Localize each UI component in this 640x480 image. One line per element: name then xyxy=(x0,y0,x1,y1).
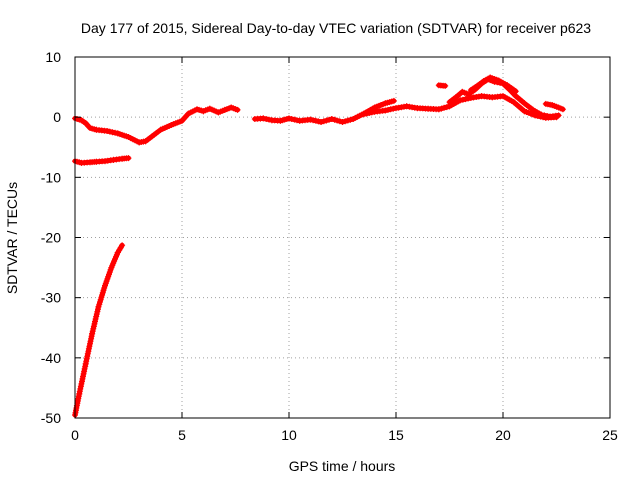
data-point xyxy=(443,104,450,111)
data-point xyxy=(266,116,272,123)
data-point xyxy=(344,117,351,124)
y-tick-label: -40 xyxy=(41,350,61,366)
data-point xyxy=(390,97,397,104)
data-point xyxy=(106,128,113,135)
data-segment xyxy=(72,155,132,166)
data-segment xyxy=(72,104,241,146)
data-point xyxy=(312,117,319,124)
ticks xyxy=(74,56,611,419)
data-series xyxy=(72,74,566,418)
data-point xyxy=(125,155,132,162)
data-point xyxy=(387,106,394,113)
data-point xyxy=(559,106,566,113)
data-point xyxy=(347,116,354,123)
data-point xyxy=(234,106,241,113)
data-segment xyxy=(435,82,449,89)
data-point xyxy=(320,118,327,125)
y-tick-label: -10 xyxy=(41,169,61,185)
data-point xyxy=(331,116,338,123)
data-point xyxy=(336,118,343,125)
data-point xyxy=(541,112,548,119)
y-tick-label: -20 xyxy=(41,230,61,246)
data-point xyxy=(457,97,464,104)
y-tick-label: -30 xyxy=(41,290,61,306)
data-point xyxy=(328,116,335,122)
y-tick-label: 10 xyxy=(45,49,61,65)
data-point xyxy=(315,118,322,125)
data-band xyxy=(72,105,241,145)
data-point xyxy=(112,129,119,136)
x-tick-label: 25 xyxy=(602,427,618,443)
data-point xyxy=(104,128,111,134)
data-point xyxy=(291,116,298,123)
data-segment xyxy=(251,97,397,125)
data-point xyxy=(459,96,466,103)
data-point xyxy=(368,109,375,116)
data-point xyxy=(544,113,551,119)
data-point xyxy=(294,117,300,124)
data-point xyxy=(442,82,449,89)
data-point xyxy=(438,105,445,112)
data-point xyxy=(323,117,330,124)
data-point xyxy=(286,115,292,122)
data-point xyxy=(462,96,469,103)
x-tick-label: 10 xyxy=(281,427,297,443)
data-segment xyxy=(72,242,126,418)
y-tick-label: -50 xyxy=(41,410,61,426)
data-point xyxy=(342,118,349,125)
data-point xyxy=(326,116,333,123)
data-band xyxy=(72,242,125,418)
data-point xyxy=(318,119,325,125)
data-point xyxy=(339,119,346,125)
data-point xyxy=(441,104,448,111)
data-point xyxy=(385,106,391,113)
data-point xyxy=(334,117,341,124)
data-point xyxy=(366,110,373,116)
chart-title: Day 177 of 2015, Sidereal Day-to-day VTE… xyxy=(81,20,591,36)
data-segment xyxy=(542,100,566,113)
data-segment xyxy=(467,74,519,95)
data-point xyxy=(263,116,270,122)
data-point xyxy=(310,117,317,124)
y-tick-label: 0 xyxy=(53,109,61,125)
data-point xyxy=(512,88,519,95)
data-point xyxy=(538,111,545,118)
data-point xyxy=(360,111,367,118)
data-point xyxy=(307,116,314,123)
data-point xyxy=(435,106,442,113)
data-point xyxy=(555,112,562,119)
data-point xyxy=(119,242,126,249)
x-tick-label: 20 xyxy=(495,427,511,443)
data-point xyxy=(390,105,397,112)
x-tick-label: 0 xyxy=(71,427,79,443)
y-axis-title: SDTVAR / TECUs xyxy=(4,182,20,294)
x-tick-label: 5 xyxy=(178,427,186,443)
data-point xyxy=(288,116,295,122)
data-point xyxy=(363,110,370,117)
x-tick-label: 15 xyxy=(388,427,404,443)
data-point xyxy=(109,129,116,136)
x-axis-title: GPS time / hours xyxy=(289,458,396,474)
tick-labels: 0 5 10 15 20 25 -50 -40 -30 -20 -10 0 10 xyxy=(41,49,618,443)
data-point xyxy=(382,107,389,114)
data-point xyxy=(260,115,267,122)
